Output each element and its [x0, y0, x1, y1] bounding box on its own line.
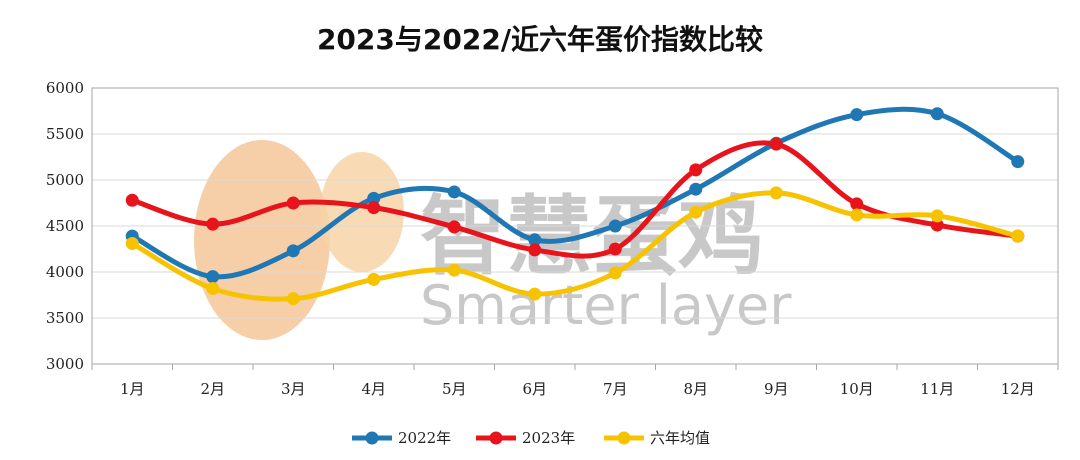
x-tick-label: 2月: [200, 380, 225, 398]
data-point: [689, 205, 703, 219]
legend-label: 六年均值: [650, 429, 710, 447]
series-line: [129, 106, 1021, 280]
chart-title: 2023与2022/近六年蛋价指数比较: [316, 23, 764, 56]
data-point: [367, 201, 381, 215]
watermark-egg-right: [320, 152, 404, 272]
x-tick-label: 9月: [764, 380, 789, 398]
data-point: [1011, 229, 1025, 243]
legend: 2022年 2023年 六年均值: [352, 429, 710, 447]
x-tick-label: 7月: [603, 380, 628, 398]
y-tick-label: 6000: [46, 79, 84, 97]
legend-label: 2022年: [398, 429, 451, 447]
x-tick-label: 6月: [522, 380, 547, 398]
data-point: [769, 186, 783, 200]
legend-marker: [489, 431, 503, 445]
data-point: [930, 218, 944, 232]
data-point: [286, 292, 300, 306]
y-tick-label: 3000: [46, 355, 84, 373]
data-point: [367, 191, 381, 205]
x-tick-label: 11月: [920, 380, 954, 398]
data-point: [206, 282, 220, 296]
data-point: [206, 270, 220, 284]
y-tick-label: 3500: [46, 309, 84, 327]
data-point: [125, 236, 139, 250]
x-tick-label: 12月: [1001, 380, 1035, 398]
data-point: [930, 107, 944, 121]
legend-item: 六年均值: [604, 429, 710, 447]
data-point: [125, 193, 139, 207]
data-point: [206, 217, 220, 231]
data-point: [286, 196, 300, 210]
legend-label: 2023年: [522, 429, 575, 447]
y-tick-label: 4000: [46, 263, 84, 281]
legend-item: 2022年: [352, 429, 451, 447]
data-point: [608, 266, 622, 280]
series-line: [129, 190, 1021, 302]
data-point: [850, 197, 864, 211]
y-tick-label: 4500: [46, 217, 84, 235]
data-point: [769, 137, 783, 151]
data-point: [930, 209, 944, 223]
data-point: [608, 219, 622, 233]
data-point: [528, 243, 542, 257]
legend-marker: [365, 431, 379, 445]
data-point: [608, 242, 622, 256]
data-point: [1011, 155, 1025, 169]
x-tick-label: 10月: [840, 380, 874, 398]
data-point: [689, 182, 703, 196]
data-point: [528, 233, 542, 247]
x-tick-label: 3月: [281, 380, 306, 398]
legend-marker: [617, 431, 631, 445]
series-1: [125, 106, 1025, 284]
data-point: [367, 272, 381, 286]
watermark-en: Smarter layer: [420, 274, 792, 337]
data-point: [528, 287, 542, 301]
legend-item: 2023年: [476, 429, 575, 447]
data-point: [286, 244, 300, 258]
data-point: [447, 185, 461, 199]
watermark-egg-left: [194, 140, 330, 340]
series-3: [125, 186, 1025, 306]
x-tick-label: 5月: [442, 380, 467, 398]
data-point: [850, 208, 864, 222]
y-tick-label: 5500: [46, 125, 84, 143]
x-tick-label: 1月: [120, 380, 145, 398]
data-point: [447, 263, 461, 277]
y-tick-label: 5000: [46, 171, 84, 189]
data-point: [850, 108, 864, 122]
data-point: [447, 220, 461, 234]
data-point: [689, 163, 703, 177]
x-tick-label: 8月: [683, 380, 708, 398]
x-tick-label: 4月: [361, 380, 386, 398]
